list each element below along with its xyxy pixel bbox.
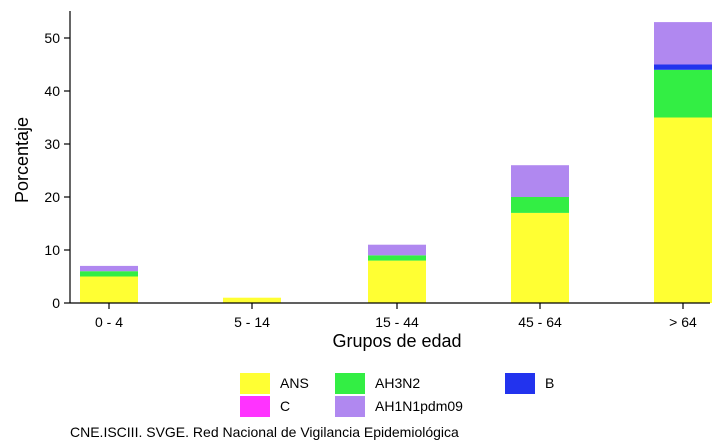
bar-ah1n1pdm09-15-44 [368, 244, 426, 256]
legend-swatch-c [240, 395, 270, 417]
y-tick-label-40: 40 [44, 83, 60, 99]
x-tick-label-4: > 64 [669, 314, 697, 330]
bar-ah1n1pdm09-45-64 [511, 165, 569, 197]
legend-label-ans: ANS [280, 375, 309, 391]
x-tick-label-0: 0 - 4 [95, 314, 123, 330]
bar-ans-0-4 [80, 276, 138, 303]
legend-item-ah1n1pdm09: AH1N1pdm09 [335, 395, 463, 417]
bar-ah1n1pdm09-64 [654, 22, 712, 65]
legend-swatch-ans [240, 372, 270, 394]
bar-ans-64 [654, 117, 712, 303]
legend-item-b: B [505, 372, 554, 394]
source-note: CNE.ISCIII. SVGE. Red Nacional de Vigila… [70, 424, 459, 440]
stacked-bar-chart: 0 10 20 30 40 50 0 - 4 5 - 14 15 - 44 45 - 64 > 64… [12, 11, 712, 351]
x-axis-label: Grupos de edad [332, 331, 461, 351]
bar-ah3n2-15-44 [368, 255, 426, 261]
legend: ANS AH3N2 B C AH1N1pdm09 [0, 360, 714, 420]
legend-item-ans: ANS [240, 372, 309, 394]
bar-ah3n2-45-64 [511, 197, 569, 213]
x-tick-label-2: 15 - 44 [375, 314, 419, 330]
y-axis-label: Porcentaje [12, 117, 32, 203]
legend-item-ah3n2: AH3N2 [335, 372, 420, 394]
bar-ah3n2-64 [654, 69, 712, 118]
bar-ans-5-14 [223, 297, 281, 303]
y-tick-label-10: 10 [44, 242, 60, 258]
legend-swatch-ah1n1pdm09 [335, 395, 365, 417]
bar-ah3n2-0-4 [80, 271, 138, 277]
bar-b-64 [654, 64, 712, 70]
x-tick-label-3: 45 - 64 [518, 314, 562, 330]
bars-layer [80, 22, 712, 303]
axes-layer: 0 10 20 30 40 50 0 - 4 5 - 14 15 - 44 45 - 64 > 64… [12, 11, 710, 351]
legend-label-ah3n2: AH3N2 [375, 375, 421, 391]
legend-swatch-b [505, 372, 535, 394]
legend-item-c: C [240, 395, 290, 417]
y-tick-label-20: 20 [44, 189, 60, 205]
legend-label-c: C [280, 398, 291, 414]
y-tick-label-50: 50 [44, 30, 60, 46]
y-tick-label-0: 0 [52, 295, 60, 311]
bar-ans-15-44 [368, 260, 426, 303]
y-tick-label-30: 30 [44, 136, 60, 152]
legend-swatch-ah3n2 [335, 372, 365, 394]
x-tick-label-1: 5 - 14 [234, 314, 270, 330]
bar-ans-45-64 [511, 212, 569, 303]
bar-ah1n1pdm09-0-4 [80, 265, 138, 272]
legend-label-ah1n1pdm09: AH1N1pdm09 [375, 398, 463, 414]
legend-label-b: B [545, 375, 555, 391]
